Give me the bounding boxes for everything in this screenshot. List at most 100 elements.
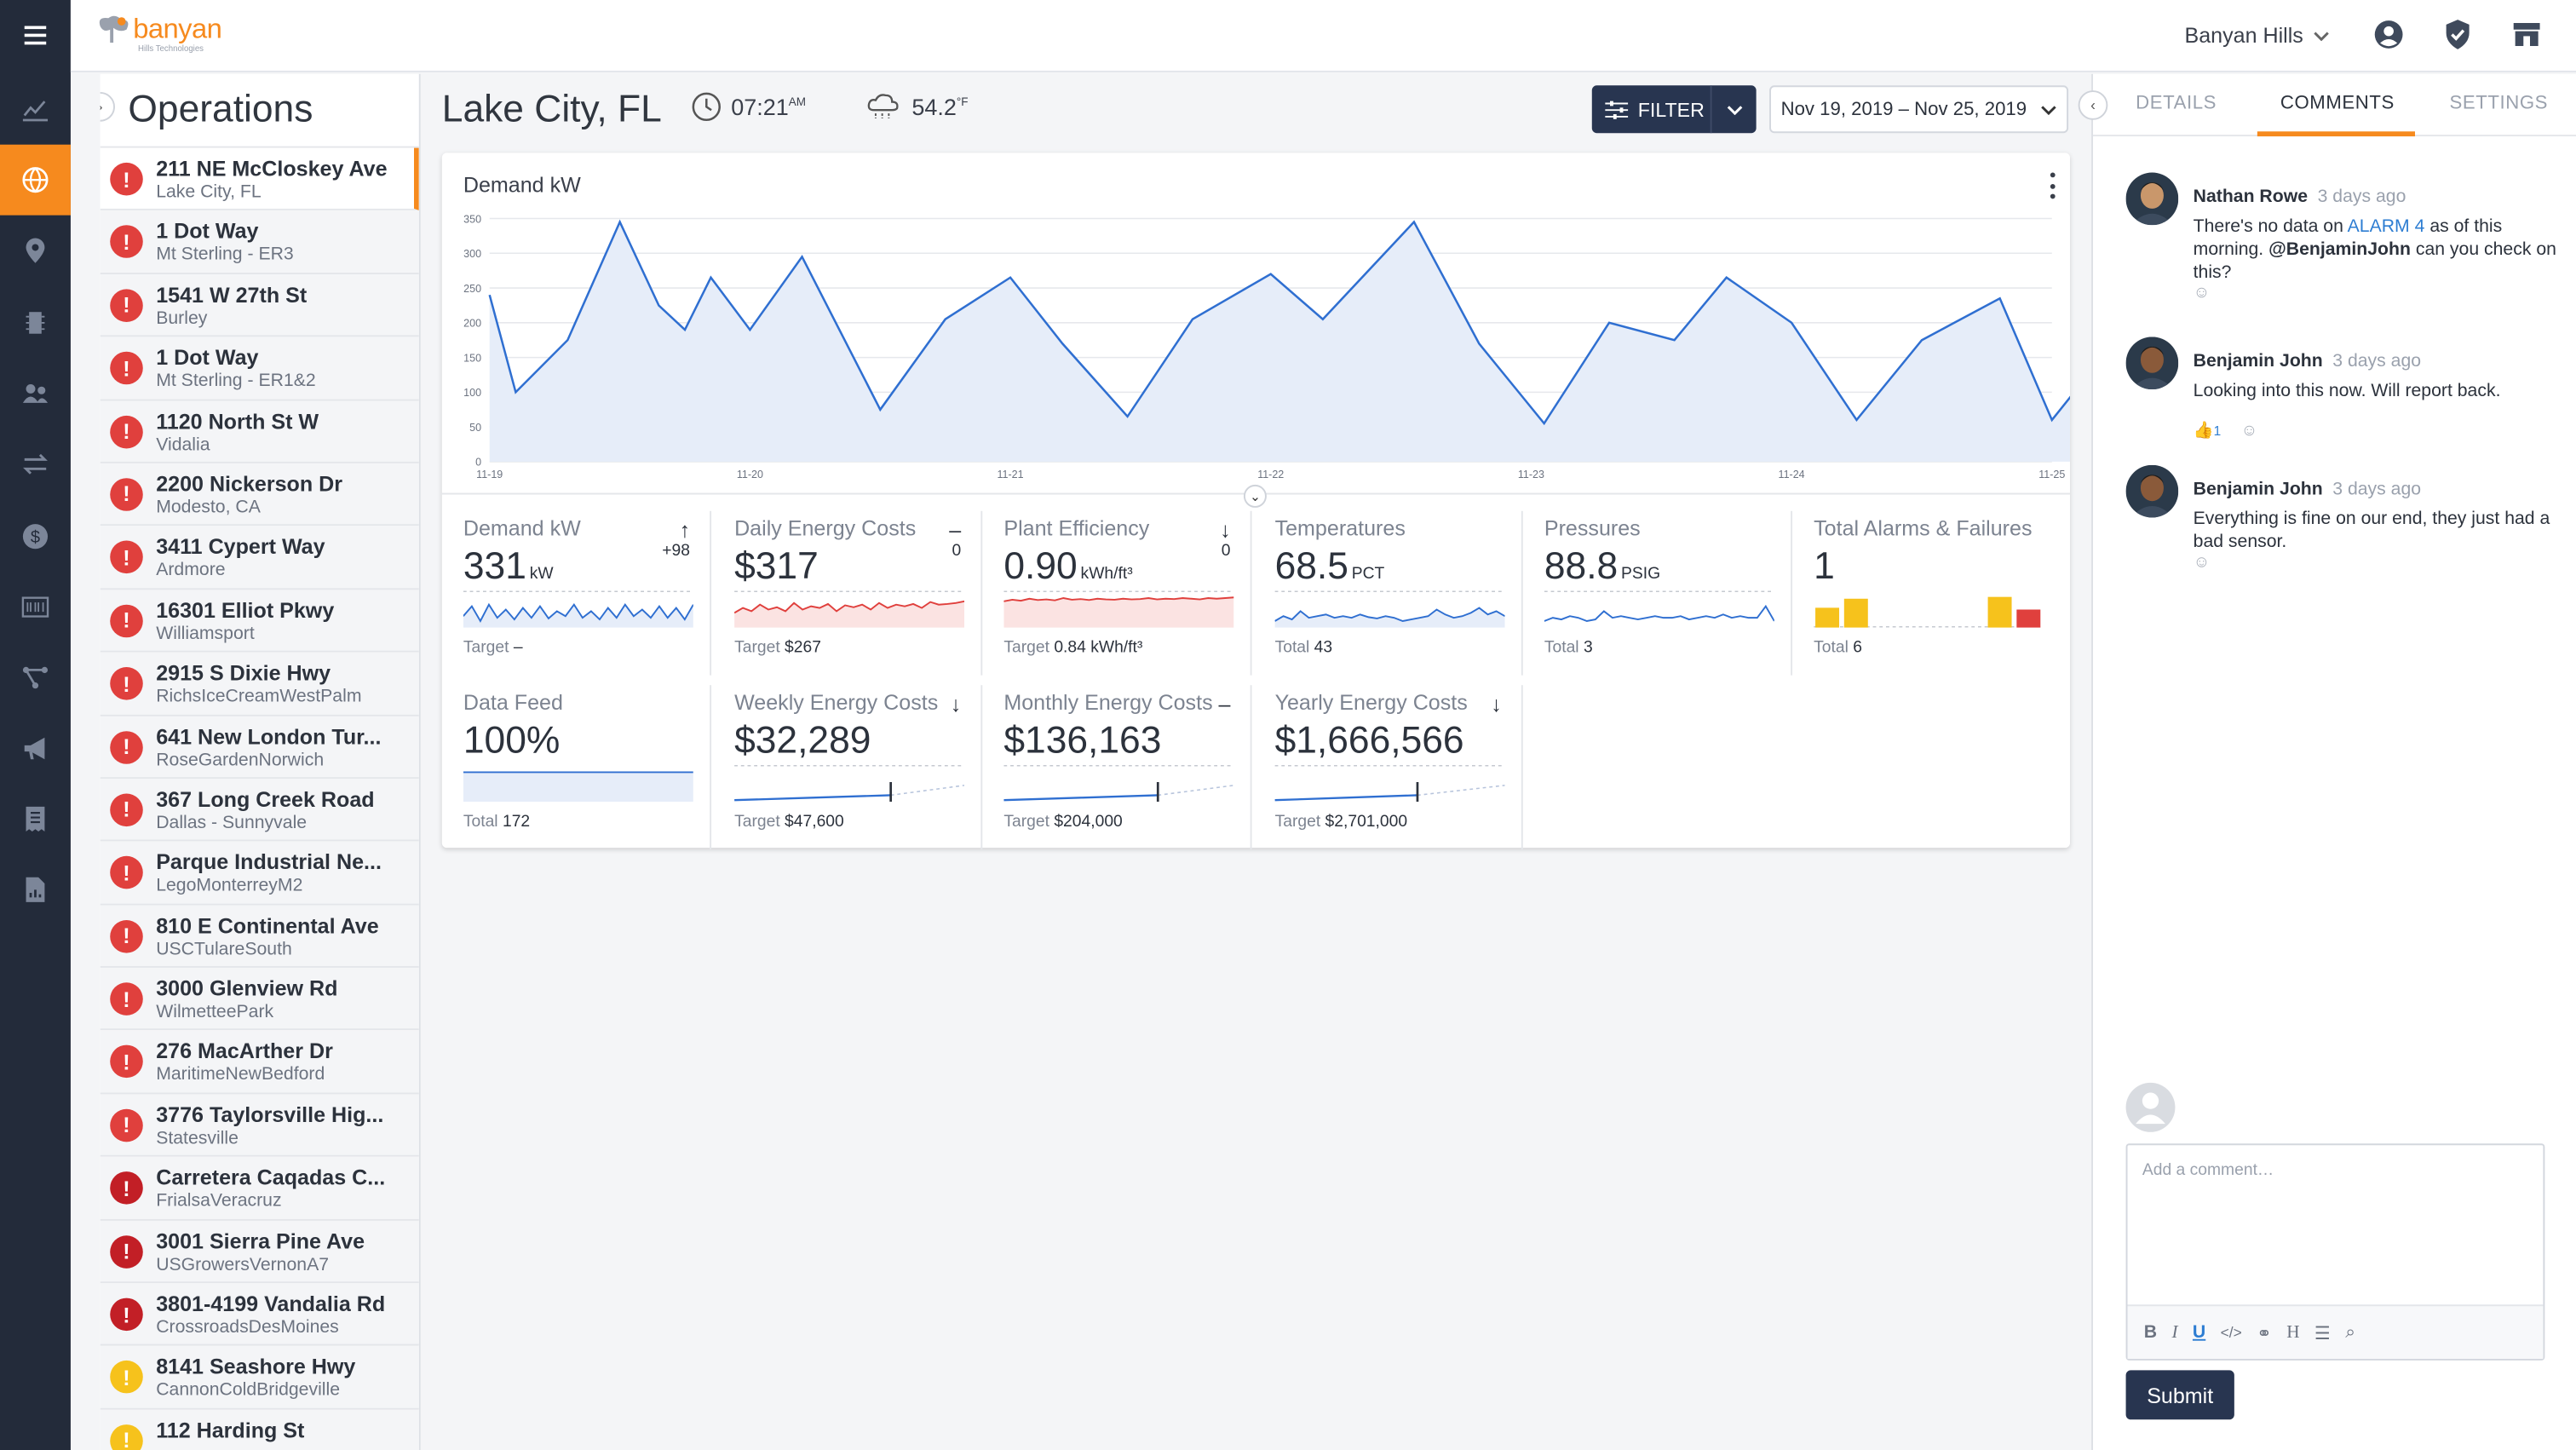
rail-item-barcode[interactable]	[0, 572, 71, 642]
site-list-item[interactable]: ! 8141 Seashore Hwy CannonColdBridgeville	[100, 1346, 419, 1410]
kpi-footer-label: Target	[1003, 639, 1049, 658]
heading-icon[interactable]: H	[2286, 1322, 2300, 1343]
alarm-link[interactable]: ALARM 4	[2347, 216, 2425, 237]
comment-author[interactable]: Benjamin John	[2193, 480, 2323, 500]
filter-dropdown-toggle[interactable]	[1712, 104, 1757, 115]
comment: Benjamin John 3 days ago Looking into this…	[2125, 337, 2562, 452]
site-list-item[interactable]: ! 3001 Sierra Pine Ave USGrowersVernonA7	[100, 1220, 419, 1284]
user-account-icon[interactable]	[2372, 18, 2406, 51]
site-name: 2200 Nickerson Dr	[156, 471, 343, 497]
kpi-tile[interactable]: Demand kW 331 kW ↑ +98 Target –	[442, 510, 712, 676]
site-list-item[interactable]: ! Carretera Caqadas C... FrialsaVeracruz	[100, 1157, 419, 1221]
banyan-logo[interactable]: banyan Hills Technologies	[94, 13, 222, 55]
kpi-tile[interactable]: Yearly Energy Costs $1,666,566 ↓ Target $2,…	[1253, 685, 1523, 850]
rail-item-swap[interactable]	[0, 429, 71, 499]
avatar[interactable]	[2125, 464, 2179, 518]
emoji-react-icon[interactable]: ☺	[2193, 284, 2211, 302]
avatar[interactable]	[2125, 172, 2179, 226]
rail-item-trend[interactable]	[0, 74, 71, 145]
site-list-item[interactable]: ! 2915 S Dixie Hwy RichsIceCreamWestPalm	[100, 652, 419, 716]
kpi-footer-label: Total	[1274, 639, 1310, 658]
rail-item-globe[interactable]	[0, 144, 71, 216]
alert-status-icon: !	[110, 289, 143, 322]
rail-item-menu[interactable]	[0, 0, 71, 71]
site-list-item[interactable]: ! 1 Dot Way Mt Sterling - ER1&2	[100, 337, 419, 400]
site-list-item[interactable]: ! 3411 Cypert Way Ardmore	[100, 526, 419, 590]
avatar[interactable]	[2125, 337, 2179, 390]
attachment-icon[interactable]: ⌕	[2345, 1321, 2356, 1342]
site-list-item[interactable]: ! 1120 North St W Vidalia	[100, 400, 419, 463]
person-avatar-icon	[2125, 464, 2179, 518]
tab-settings[interactable]: SETTINGS	[2449, 93, 2549, 114]
kpi-delta: 0	[952, 542, 962, 561]
expand-toggle[interactable]: ⌄	[1243, 484, 1267, 508]
site-list-item[interactable]: ! 112 Harding St	[100, 1409, 419, 1450]
site-list-item[interactable]: ! 16301 Elliot Pkwy Williamsport	[100, 589, 419, 653]
weather-readout: 54.2°F	[865, 92, 969, 122]
like-count[interactable]: 👍1	[2194, 423, 2222, 440]
kpi-tile[interactable]: Data Feed 100% Total 172	[442, 685, 712, 850]
site-list-item[interactable]: ! 2200 Nickerson Dr Modesto, CA	[100, 463, 419, 526]
kpi-tile[interactable]: Monthly Energy Costs $136,163 – Target $204…	[982, 685, 1252, 850]
comment-input[interactable]: Add a comment…	[2142, 1161, 2274, 1180]
rail-item-users[interactable]	[0, 358, 71, 429]
rail-item-report[interactable]	[0, 854, 71, 925]
kpi-tile[interactable]: Total Alarms & Failures 1 Total 6	[1792, 511, 2061, 676]
user-mention[interactable]: @BenjaminJohn	[2268, 239, 2411, 260]
italic-icon[interactable]: I	[2171, 1322, 2178, 1343]
collapse-panel-button[interactable]: ‹	[2078, 90, 2108, 120]
link-icon[interactable]: ⚭	[2257, 1323, 2272, 1344]
date-range-select[interactable]: Nov 19, 2019 – Nov 25, 2019	[1769, 85, 2069, 134]
site-list-item[interactable]: ! 810 E Continental Ave USCTulareSouth	[100, 905, 419, 969]
kpi-tile[interactable]: Pressures 88.8 PSIG Total 3	[1523, 510, 1793, 676]
collapse-list-button[interactable]: ›	[100, 91, 115, 122]
rail-item-dollar[interactable]: $	[0, 501, 71, 572]
site-list-item[interactable]: ! 1541 W 27th St Burley	[100, 273, 419, 337]
site-list-item[interactable]: ! 3776 Taylorsville Hig... Statesville	[100, 1094, 419, 1158]
rail-item-pin[interactable]	[0, 216, 71, 286]
site-name: 1 Dot Way	[156, 345, 259, 371]
rail-item-network[interactable]	[0, 642, 71, 713]
store-icon[interactable]	[2510, 18, 2544, 51]
list-icon[interactable]: ☰	[2314, 1323, 2331, 1344]
underline-icon[interactable]: U	[2192, 1322, 2206, 1343]
site-list-item[interactable]: ! 211 NE McCloskey Ave Lake City, FL	[100, 147, 419, 211]
site-list-item[interactable]: ! 3801-4199 Vandalia Rd CrossroadsDesMoine…	[100, 1283, 419, 1347]
emoji-react-icon[interactable]: ☺	[2240, 422, 2258, 440]
kpi-tile[interactable]: Daily Energy Costs $317 –0 Target $267	[713, 510, 983, 676]
demand-kw-chart[interactable]: 0 50 100 150 200 250 300 350 11-19 11-20 11-21 11-2…	[442, 202, 2070, 481]
spark-line	[1274, 607, 1505, 622]
site-subtitle: CrossroadsDesMoines	[156, 1317, 339, 1338]
comment-author[interactable]: Benjamin John	[2193, 351, 2323, 371]
site-list-item[interactable]: ! 3000 Glenview Rd WilmetteePark	[100, 968, 419, 1032]
y-tick-label: 100	[463, 387, 481, 399]
kpi-tile[interactable]: Weekly Energy Costs $32,289 ↓ Target $47,60…	[713, 685, 983, 850]
site-list: ! 211 NE McCloskey Ave Lake City, FL! 1 Dot…	[100, 147, 419, 1450]
rail-item-receipt[interactable]	[0, 784, 71, 854]
kpi-tile[interactable]: Temperatures 68.5 PCT Total 43	[1253, 510, 1523, 676]
site-list-item[interactable]: ! 1 Dot Way Mt Sterling - ER3	[100, 210, 419, 274]
rail-item-megaphone[interactable]	[0, 713, 71, 784]
submit-button[interactable]: Submit	[2125, 1370, 2234, 1420]
shield-check-icon[interactable]	[2441, 18, 2475, 51]
site-name: Carretera Caqadas C...	[156, 1165, 386, 1190]
site-list-item[interactable]: ! Parque Industrial Ne... LegoMonterreyM2	[100, 842, 419, 906]
comment-author[interactable]: Nathan Rowe	[2193, 187, 2309, 207]
site-list-item[interactable]: ! 276 MacArther Dr MaritimeNewBedford	[100, 1031, 419, 1095]
org-selector[interactable]: Banyan Hills	[2184, 23, 2329, 48]
comment-composer[interactable]: Add a comment… B I U </> ⚭ H ☰ ⌕	[2125, 1143, 2545, 1361]
rail-item-chip[interactable]	[0, 287, 71, 358]
emoji-react-icon[interactable]: ☺	[2193, 553, 2211, 573]
more-options-icon[interactable]	[2047, 172, 2057, 199]
comment: Nathan Rowe 3 days ago There's no data on …	[2125, 172, 2562, 302]
bold-icon[interactable]: B	[2143, 1322, 2158, 1343]
tab-details[interactable]: DETAILS	[2136, 93, 2217, 114]
tab-comments[interactable]: COMMENTS	[2280, 93, 2395, 114]
filter-button[interactable]: FILTER	[1591, 85, 1757, 134]
kpi-tile[interactable]: Plant Efficiency 0.90 kWh/ft³ ↓ 0 Target 0.84…	[982, 510, 1252, 676]
site-subtitle: Statesville	[156, 1128, 239, 1148]
site-list-item[interactable]: ! 367 Long Creek Road Dallas - Sunnyvale	[100, 778, 419, 843]
filter-main[interactable]: FILTER	[1592, 85, 1712, 134]
site-list-item[interactable]: ! 641 New London Tur... RoseGardenNorwich	[100, 715, 419, 779]
code-icon[interactable]: </>	[2220, 1324, 2242, 1341]
